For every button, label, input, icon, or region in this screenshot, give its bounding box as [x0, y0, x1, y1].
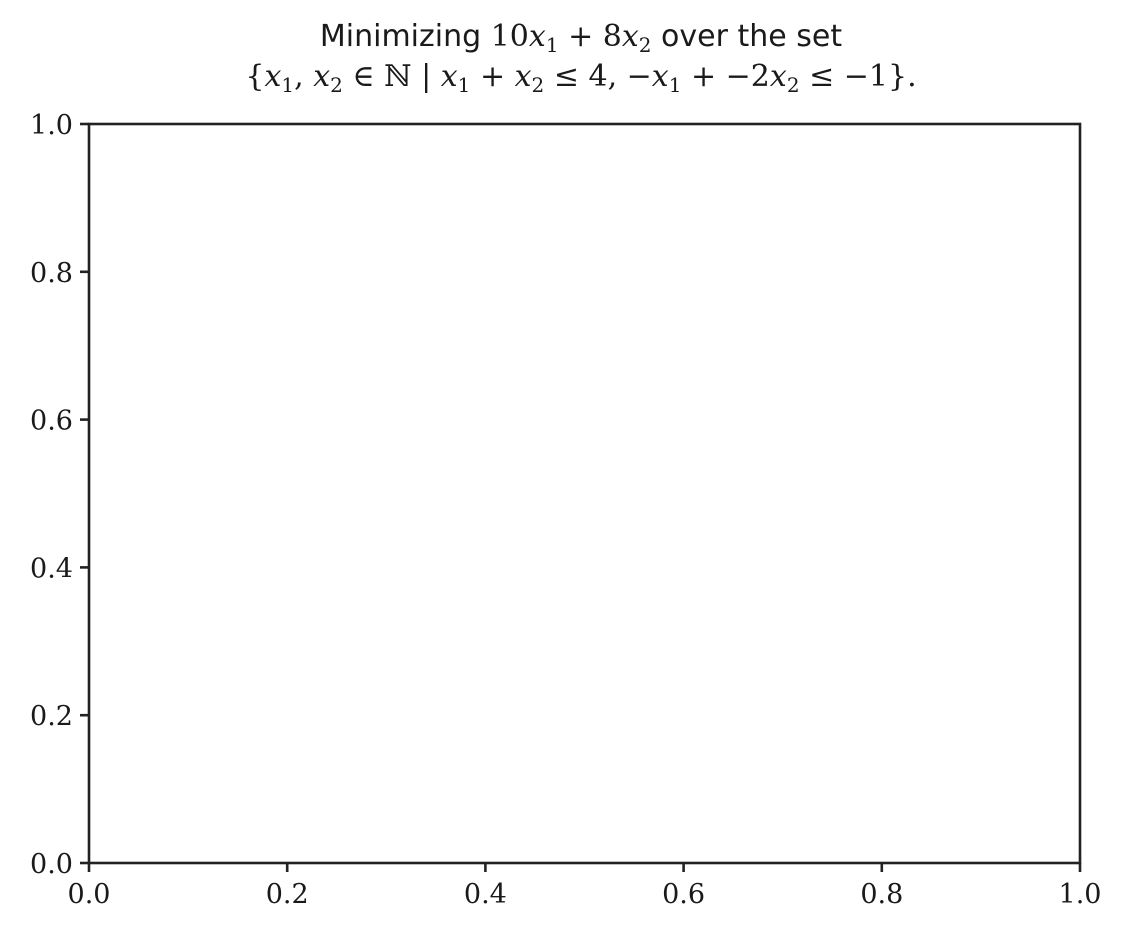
x-axis: 0.0 0.2 0.4 0.6 0.8 1.0	[68, 863, 1102, 910]
x-tick-label: 0.0	[68, 879, 111, 910]
chart-title-line-1: Minimizing 10x1 + 8x2 over the set	[320, 19, 842, 57]
y-tick-label: 0.2	[30, 701, 73, 732]
plot-area-frame	[87, 122, 1082, 865]
y-tick-label: 0.0	[30, 849, 73, 880]
x-tick-label: 0.4	[464, 879, 507, 910]
x-tick-label: 0.6	[662, 879, 705, 910]
x-tick-label: 1.0	[1059, 879, 1102, 910]
x-tick-label: 0.8	[860, 879, 903, 910]
x-tick-label: 0.2	[266, 879, 309, 910]
y-tick-label: 1.0	[30, 110, 73, 141]
y-tick-label: 0.8	[30, 258, 73, 289]
y-tick-label: 0.6	[30, 406, 73, 437]
chart-title-line-2: {x1, x2 ∈ ℕ | x1 + x2 ≤ 4, −x1 + −2x2 ≤ …	[245, 59, 916, 97]
y-axis: 0.0 0.2 0.4 0.6 0.8 1.0	[30, 110, 89, 880]
y-tick-label: 0.4	[30, 553, 73, 584]
